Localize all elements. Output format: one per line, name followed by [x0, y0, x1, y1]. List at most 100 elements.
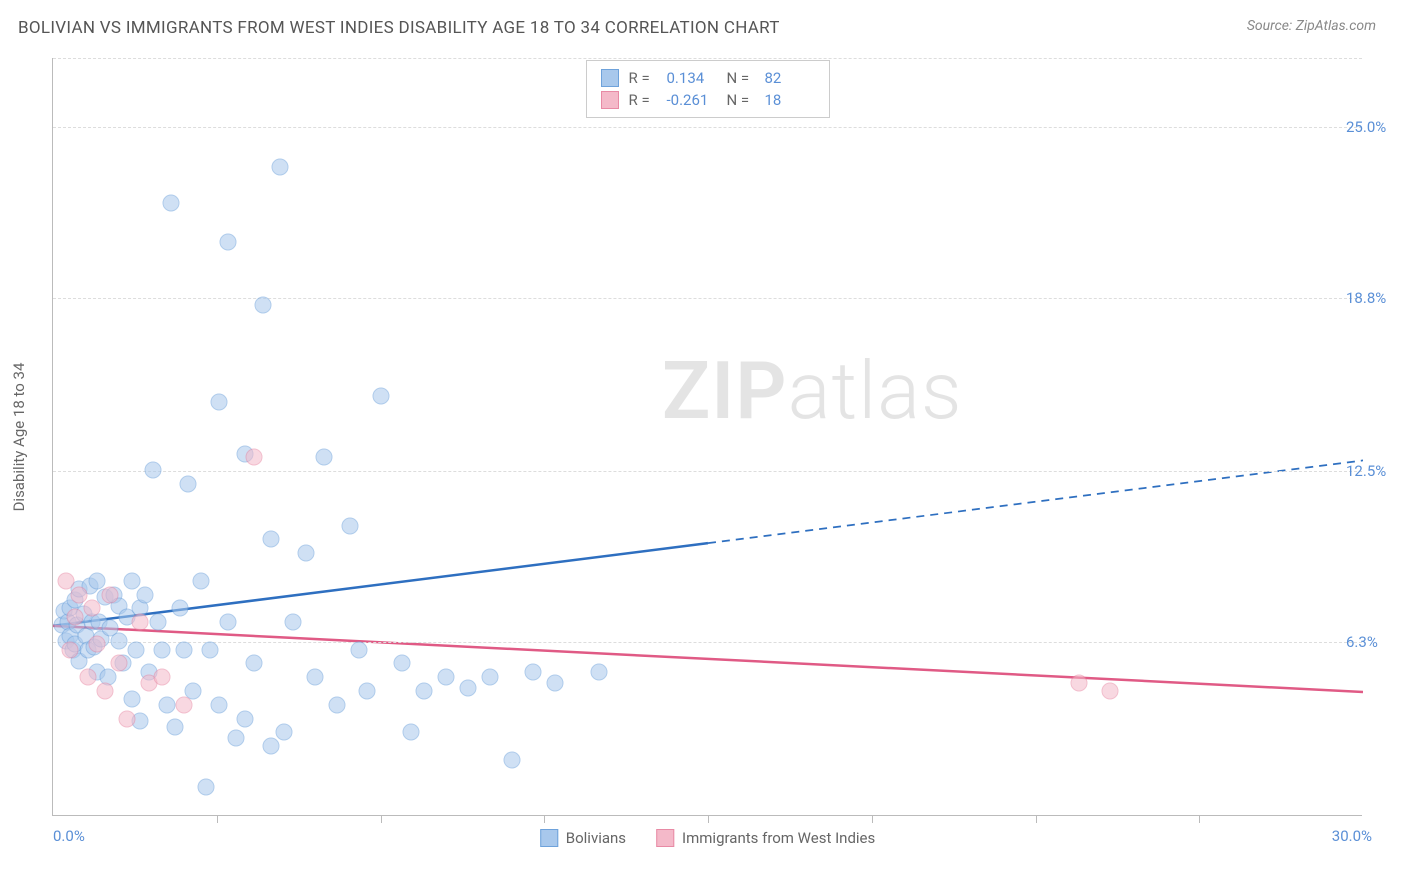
- data-point-series-0: [359, 682, 376, 699]
- header: BOLIVIAN VS IMMIGRANTS FROM WEST INDIES …: [0, 0, 1406, 48]
- legend-item-1: Immigrants from West Indies: [656, 829, 875, 847]
- gridline-h: [53, 642, 1362, 643]
- data-point-series-1: [62, 641, 79, 658]
- r-label: R =: [629, 91, 657, 109]
- data-point-series-0: [350, 641, 367, 658]
- data-point-series-0: [403, 724, 420, 741]
- x-tick: [381, 815, 382, 823]
- data-point-series-0: [228, 729, 245, 746]
- data-point-series-0: [219, 614, 236, 631]
- x-tick: [872, 815, 873, 823]
- data-point-series-0: [193, 572, 210, 589]
- data-point-series-0: [285, 614, 302, 631]
- data-point-series-0: [307, 669, 324, 686]
- data-point-series-0: [328, 696, 345, 713]
- data-point-series-1: [176, 696, 193, 713]
- data-point-series-0: [547, 674, 564, 691]
- data-point-series-0: [180, 476, 197, 493]
- y-tick-label: 25.0%: [1346, 118, 1406, 136]
- data-point-series-0: [158, 696, 175, 713]
- data-point-series-1: [84, 600, 101, 617]
- trend-lines-svg: [53, 58, 1363, 816]
- series-1-name: Immigrants from West Indies: [682, 829, 875, 847]
- n-value-1: 18: [765, 91, 815, 109]
- data-point-series-0: [154, 641, 171, 658]
- legend-stats-row-0: R = 0.134 N = 82: [601, 67, 815, 89]
- data-point-series-1: [154, 669, 171, 686]
- data-point-series-0: [503, 751, 520, 768]
- data-point-series-0: [525, 663, 542, 680]
- data-point-series-1: [97, 682, 114, 699]
- x-axis-min-label: 0.0%: [53, 827, 85, 845]
- n-label: N =: [727, 91, 755, 109]
- data-point-series-1: [119, 710, 136, 727]
- gridline-h: [53, 471, 1362, 472]
- data-point-series-0: [263, 531, 280, 548]
- data-point-series-0: [416, 682, 433, 699]
- n-value-0: 82: [765, 69, 815, 87]
- data-point-series-0: [88, 572, 105, 589]
- series-0-name: Bolivians: [566, 829, 626, 847]
- data-point-series-0: [197, 779, 214, 796]
- swatch-series-0-bottom: [540, 829, 558, 847]
- x-tick: [708, 815, 709, 823]
- data-point-series-1: [66, 608, 83, 625]
- data-point-series-1: [79, 669, 96, 686]
- data-point-series-0: [202, 641, 219, 658]
- x-tick: [1199, 815, 1200, 823]
- data-point-series-0: [298, 545, 315, 562]
- data-point-series-0: [263, 738, 280, 755]
- data-point-series-0: [372, 388, 389, 405]
- data-point-series-1: [88, 636, 105, 653]
- data-point-series-0: [272, 159, 289, 176]
- y-tick-label: 6.3%: [1346, 633, 1406, 651]
- plot-region: Disability Age 18 to 34 ZIPatlas R = 0.1…: [52, 58, 1362, 816]
- x-tick: [544, 815, 545, 823]
- data-point-series-0: [237, 710, 254, 727]
- y-axis-label: Disability Age 18 to 34: [10, 362, 28, 511]
- gridline-h: [53, 58, 1362, 59]
- x-tick: [1036, 815, 1037, 823]
- data-point-series-0: [210, 393, 227, 410]
- legend-stats-box: R = 0.134 N = 82 R = -0.261 N = 18: [586, 60, 830, 118]
- data-point-series-0: [171, 600, 188, 617]
- chart-title: BOLIVIAN VS IMMIGRANTS FROM WEST INDIES …: [18, 18, 780, 38]
- data-point-series-0: [136, 586, 153, 603]
- data-point-series-0: [276, 724, 293, 741]
- data-point-series-0: [481, 669, 498, 686]
- legend-stats-row-1: R = -0.261 N = 18: [601, 89, 815, 111]
- r-value-0: 0.134: [667, 69, 717, 87]
- gridline-h: [53, 127, 1362, 128]
- x-tick: [217, 815, 218, 823]
- swatch-series-1: [601, 91, 619, 109]
- data-point-series-0: [167, 718, 184, 735]
- swatch-series-0: [601, 69, 619, 87]
- data-point-series-0: [254, 297, 271, 314]
- data-point-series-1: [58, 572, 75, 589]
- data-point-series-0: [110, 633, 127, 650]
- data-point-series-1: [245, 448, 262, 465]
- data-point-series-0: [341, 517, 358, 534]
- data-point-series-0: [176, 641, 193, 658]
- data-point-series-0: [162, 195, 179, 212]
- watermark-atlas: atlas: [788, 344, 963, 438]
- source-attribution: Source: ZipAtlas.com: [1247, 18, 1376, 34]
- watermark: ZIPatlas: [662, 344, 963, 438]
- data-point-series-1: [110, 655, 127, 672]
- legend-item-0: Bolivians: [540, 829, 626, 847]
- y-tick-label: 18.8%: [1346, 289, 1406, 307]
- data-point-series-0: [145, 462, 162, 479]
- legend-series: Bolivians Immigrants from West Indies: [540, 829, 876, 847]
- data-point-series-0: [123, 691, 140, 708]
- data-point-series-0: [590, 663, 607, 680]
- swatch-series-1-bottom: [656, 829, 674, 847]
- n-label: N =: [727, 69, 755, 87]
- r-label: R =: [629, 69, 657, 87]
- watermark-zip: ZIP: [662, 344, 788, 438]
- data-point-series-0: [149, 614, 166, 631]
- data-point-series-1: [1071, 674, 1088, 691]
- data-point-series-0: [315, 448, 332, 465]
- data-point-series-0: [123, 572, 140, 589]
- chart-area: Disability Age 18 to 34 ZIPatlas R = 0.1…: [52, 58, 1362, 816]
- x-axis-max-label: 30.0%: [1332, 827, 1372, 845]
